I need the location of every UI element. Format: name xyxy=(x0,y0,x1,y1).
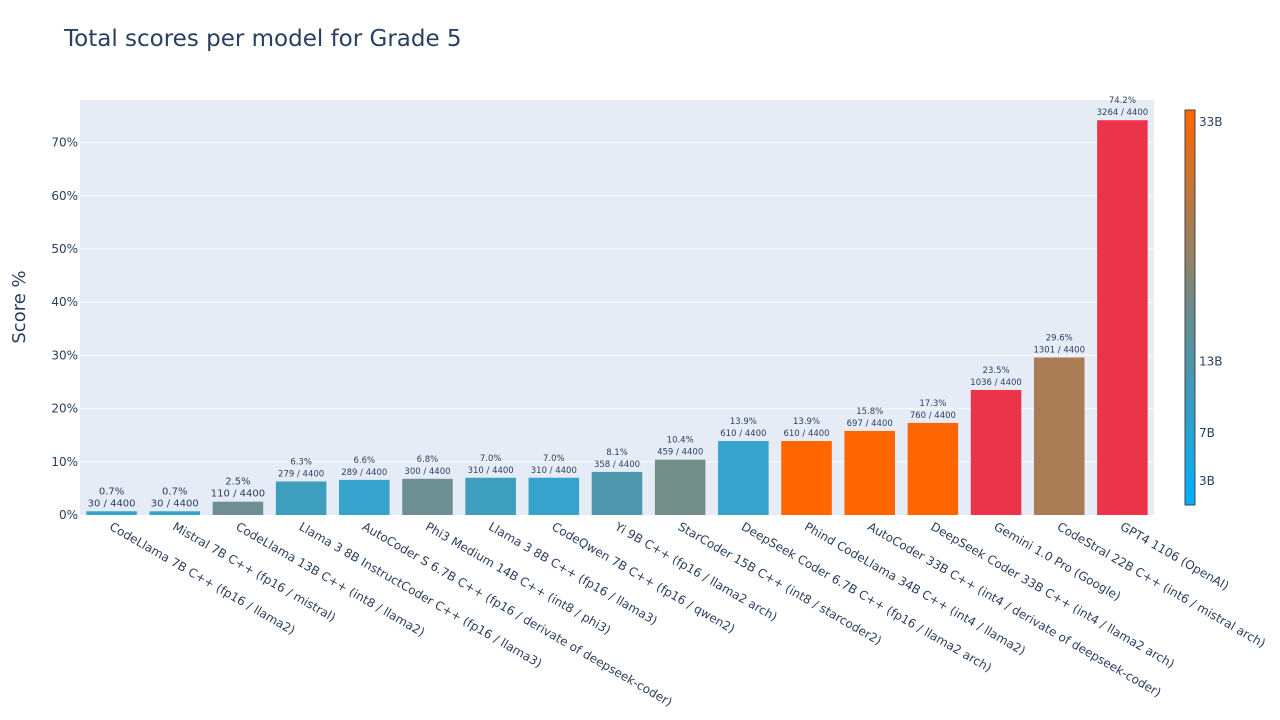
y-tick-label: 60% xyxy=(51,189,78,203)
bar-score-label: 279 / 4400 xyxy=(278,469,324,479)
bar xyxy=(275,481,327,515)
y-tick-label: 20% xyxy=(51,402,78,416)
bar xyxy=(86,511,137,515)
y-tick-label: 50% xyxy=(51,242,78,256)
colorbar xyxy=(1184,109,1196,506)
bar-percent-label: 23.5% xyxy=(983,366,1010,376)
bar-score-label: 610 / 4400 xyxy=(720,429,766,439)
bar-score-label: 300 / 4400 xyxy=(404,467,450,477)
bar-percent-label: 7.0% xyxy=(480,454,502,464)
bar xyxy=(844,430,895,515)
bar-percent-label: 8.1% xyxy=(606,448,628,458)
bar xyxy=(718,441,769,515)
bar-score-label: 30 / 4400 xyxy=(151,498,199,509)
y-tick-label: 40% xyxy=(51,295,78,309)
bar xyxy=(591,471,643,515)
bar-percent-label: 13.9% xyxy=(730,417,757,427)
bar-percent-label: 6.8% xyxy=(417,455,439,465)
bar-score-label: 358 / 4400 xyxy=(594,460,640,470)
bar-percent-label: 7.0% xyxy=(543,454,565,464)
bar xyxy=(970,389,1022,515)
bar-percent-label: 74.2% xyxy=(1109,96,1136,106)
bar xyxy=(212,501,264,515)
y-tick-label: 0% xyxy=(59,508,78,522)
x-tick-label: GPT4 1106 (OpenAI) xyxy=(1118,519,1231,593)
bar-score-label: 310 / 4400 xyxy=(468,466,514,476)
bar-percent-label: 10.4% xyxy=(667,436,694,446)
bar xyxy=(654,459,706,515)
colorbar-tick-label: 3B xyxy=(1199,474,1215,488)
bar-score-label: 459 / 4400 xyxy=(657,448,703,458)
x-tick-label: AutoCoder 33B C++ (int4 / derivate of de… xyxy=(865,519,1163,699)
bar xyxy=(907,422,959,515)
bar-score-label: 610 / 4400 xyxy=(783,429,829,439)
bar-score-label: 310 / 4400 xyxy=(531,466,577,476)
bar xyxy=(1097,120,1148,515)
bar-percent-label: 0.7% xyxy=(162,486,187,497)
bar-score-label: 110 / 4400 xyxy=(211,489,265,500)
bar-score-label: 697 / 4400 xyxy=(847,419,893,429)
bar-percent-label: 6.6% xyxy=(353,456,375,466)
chart-title: Total scores per model for Grade 5 xyxy=(64,26,462,52)
bar xyxy=(339,479,390,515)
bar-percent-label: 29.6% xyxy=(1046,334,1073,344)
bar-score-label: 760 / 4400 xyxy=(910,411,956,421)
bar-score-label: 289 / 4400 xyxy=(341,468,387,478)
bar-score-label: 1301 / 4400 xyxy=(1033,346,1085,356)
colorbar-tick-label: 33B xyxy=(1199,115,1223,129)
bar xyxy=(1033,357,1085,515)
y-tick-label: 30% xyxy=(51,348,78,362)
bar-percent-label: 15.8% xyxy=(856,407,883,417)
bar xyxy=(402,478,453,515)
bar-score-label: 3264 / 4400 xyxy=(1097,108,1149,118)
bar xyxy=(528,477,580,515)
bar xyxy=(149,511,201,515)
bar-score-label: 1036 / 4400 xyxy=(970,378,1022,388)
bar-percent-label: 2.5% xyxy=(225,477,250,488)
colorbar-tick-label: 7B xyxy=(1199,426,1215,440)
colorbar-tick-label: 13B xyxy=(1199,354,1223,368)
bar-percent-label: 17.3% xyxy=(919,399,946,409)
bar-percent-label: 13.9% xyxy=(793,417,820,427)
bar-percent-label: 0.7% xyxy=(99,486,124,497)
bar-score-label: 30 / 4400 xyxy=(88,498,136,509)
bar xyxy=(465,477,516,515)
y-axis-title: Score % xyxy=(9,270,30,343)
y-tick-label: 10% xyxy=(51,455,78,469)
y-tick-label: 70% xyxy=(51,136,78,150)
bar-percent-label: 6.3% xyxy=(290,457,312,467)
bar xyxy=(781,441,832,515)
